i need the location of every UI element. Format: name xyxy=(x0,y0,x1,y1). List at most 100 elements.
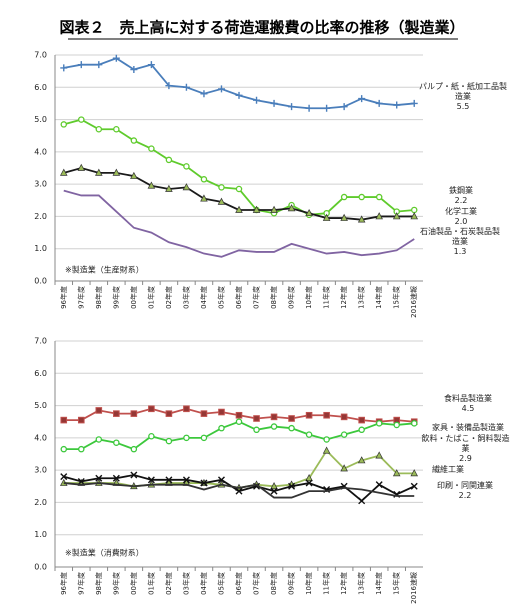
y-tick-label: 3.0 xyxy=(34,180,47,189)
marker xyxy=(200,90,208,98)
marker xyxy=(183,163,190,170)
x-tick-label: 10年度 xyxy=(304,286,313,309)
x-tick-label: 14年度 xyxy=(374,572,383,595)
marker xyxy=(340,413,348,421)
value-label: 1.3 xyxy=(453,247,467,256)
marker xyxy=(357,215,366,223)
marker xyxy=(358,416,365,424)
x-tick-label: 2016速報 xyxy=(410,572,418,604)
y-tick-label: 6.0 xyxy=(34,369,47,378)
marker xyxy=(323,436,330,443)
x-tick-label: 11年度 xyxy=(322,572,331,595)
marker xyxy=(95,407,103,414)
y-tick-label: 2.0 xyxy=(34,498,47,507)
marker xyxy=(60,64,68,72)
x-tick-label: 08年度 xyxy=(269,572,278,595)
x-tick-label: 02年度 xyxy=(164,572,173,595)
marker xyxy=(112,168,121,176)
marker xyxy=(270,99,278,107)
series-label: 繊維工業 xyxy=(432,465,464,474)
y-tick-label: 1.0 xyxy=(34,530,47,539)
marker xyxy=(305,411,313,419)
series-line xyxy=(63,482,415,499)
marker xyxy=(410,206,418,214)
marker xyxy=(270,482,278,490)
marker xyxy=(305,104,313,112)
marker xyxy=(218,424,225,432)
y-tick-label: 3.0 xyxy=(34,466,47,475)
marker xyxy=(77,163,86,171)
marker xyxy=(130,137,138,144)
marker xyxy=(165,184,173,192)
marker xyxy=(375,212,383,220)
x-tick-label: 97年度 xyxy=(76,572,85,595)
marker xyxy=(375,451,383,459)
marker xyxy=(375,420,383,427)
marker xyxy=(60,416,68,424)
marker xyxy=(235,411,243,419)
series-label: 化学工業 xyxy=(445,207,477,216)
x-tick-label: 12年度 xyxy=(339,572,348,595)
marker xyxy=(392,469,401,477)
y-tick-label: 0.0 xyxy=(34,277,47,286)
marker xyxy=(95,126,103,133)
marker xyxy=(95,436,103,443)
marker xyxy=(112,54,120,62)
value-label: 2.2 xyxy=(458,491,472,500)
marker xyxy=(235,91,243,99)
marker xyxy=(253,415,260,422)
marker xyxy=(200,194,208,202)
marker xyxy=(147,181,156,189)
x-tick-label: 11年度 xyxy=(322,286,331,309)
series-line xyxy=(63,189,415,258)
annotation: ※製造業（生産財系） xyxy=(65,265,144,275)
x-tick-label: 96年度 xyxy=(59,286,68,309)
marker xyxy=(235,185,243,193)
y-tick-label: 7.0 xyxy=(34,337,47,346)
marker xyxy=(288,482,296,490)
marker xyxy=(200,479,208,487)
marker xyxy=(375,99,383,107)
marker xyxy=(357,456,366,464)
x-tick-label: 98年度 xyxy=(94,286,103,309)
x-tick-label: 04年度 xyxy=(199,286,208,309)
x-tick-label: 99年度 xyxy=(111,286,120,309)
chart-title: 図表２ 売上高に対する荷造運搬費の比率の推移（製造業） xyxy=(59,19,464,37)
series-label: 印刷・同関連業 xyxy=(437,481,493,490)
marker xyxy=(60,445,68,453)
x-tick-label: 07年度 xyxy=(252,572,261,595)
x-tick-label: 01年度 xyxy=(146,572,155,595)
marker xyxy=(253,426,260,434)
x-tick-label: 08年度 xyxy=(269,286,278,309)
marker xyxy=(165,156,173,164)
x-tick-label: 03年度 xyxy=(181,572,190,595)
x-tick-label: 05年度 xyxy=(216,286,225,309)
marker xyxy=(393,101,401,109)
x-tick-label: 00年度 xyxy=(129,286,138,309)
x-tick-label: 09年度 xyxy=(287,572,296,595)
marker xyxy=(323,411,330,419)
marker xyxy=(235,487,243,495)
marker xyxy=(252,205,261,213)
value-label: 2.0 xyxy=(454,217,468,226)
marker xyxy=(358,497,366,505)
marker xyxy=(165,476,173,484)
y-tick-label: 6.0 xyxy=(34,83,47,92)
value-label: 2.2 xyxy=(454,196,468,205)
x-tick-label: 06年度 xyxy=(234,572,243,595)
x-tick-label: 13年度 xyxy=(357,286,366,309)
series-label: 飲料・たばこ・飼料製造業 xyxy=(421,434,510,453)
marker xyxy=(305,208,313,217)
marker xyxy=(287,204,296,212)
marker xyxy=(218,184,225,191)
marker xyxy=(218,408,225,416)
value-label: 5.5 xyxy=(456,102,470,111)
marker xyxy=(182,83,190,91)
series-label: 石油製品・石炭製品製造業 xyxy=(420,227,500,246)
marker xyxy=(340,193,348,201)
marker xyxy=(113,439,120,446)
marker xyxy=(60,473,68,481)
marker xyxy=(322,213,331,221)
marker xyxy=(410,420,418,427)
